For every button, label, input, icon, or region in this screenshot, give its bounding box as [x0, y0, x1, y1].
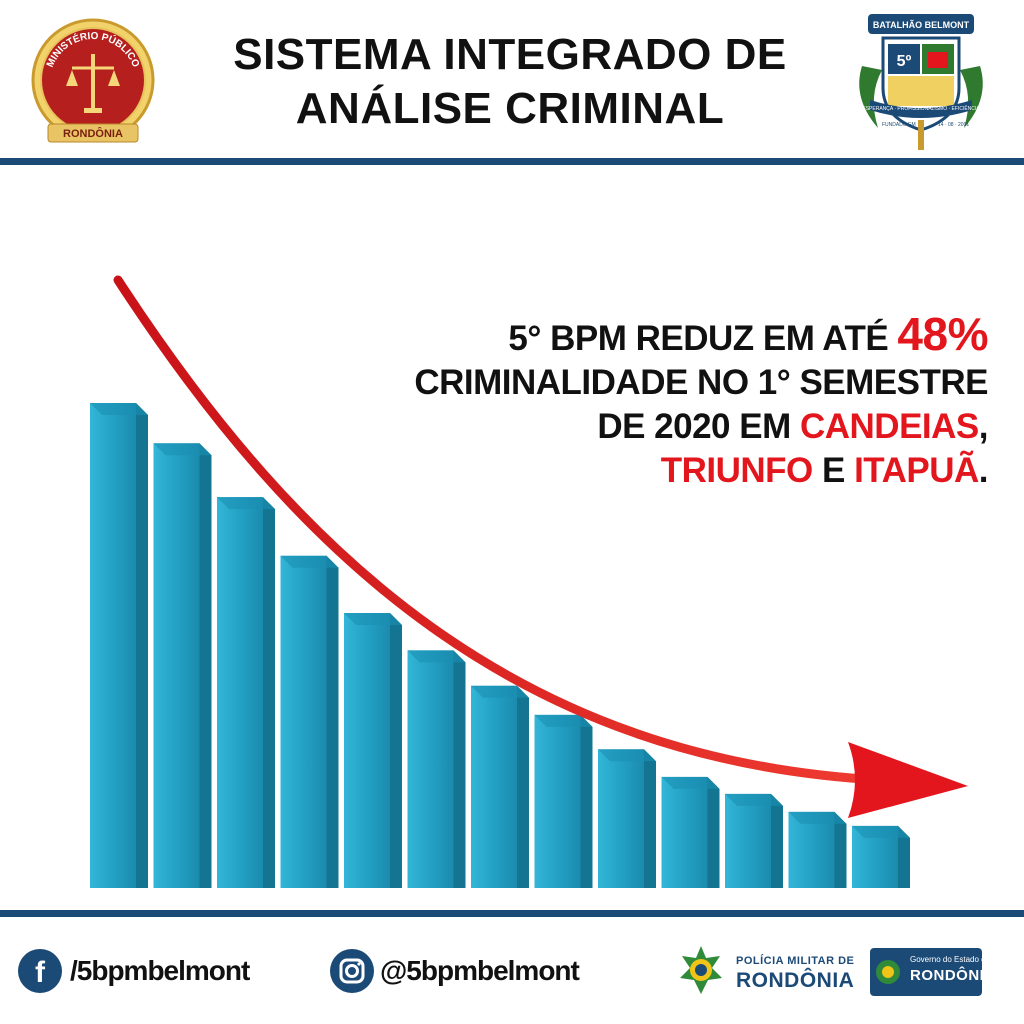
headline-line-2: CRIMINALIDADE NO 1° SEMESTRE	[414, 363, 988, 402]
governo-emblem-icon	[876, 960, 900, 984]
bar-8-side	[580, 714, 593, 888]
headline-line-4: TRIUNFO E ITAPUÃ.	[660, 451, 989, 490]
facebook-icon[interactable]: f	[18, 949, 62, 993]
bar-5-side	[390, 613, 402, 888]
pm-small-text: POLÍCIA MILITAR DE	[736, 955, 855, 967]
bar-10-top	[661, 776, 720, 789]
bar-11-top	[725, 793, 783, 806]
bar-9	[598, 749, 644, 888]
bar-10	[661, 776, 708, 888]
bar-4	[280, 555, 327, 888]
seal-right-founded-label: FUNDADO EM	[882, 122, 916, 128]
governo-rondonia-logo	[870, 948, 982, 996]
bar-12-top	[788, 811, 847, 824]
bar-1	[90, 403, 136, 888]
bar-3	[217, 497, 263, 888]
bar-10-side	[707, 776, 720, 888]
bar-7-side	[517, 685, 529, 888]
seal-right-motto: ESPERANÇA · PROFISSIONALISMO · EFICIÊNCI…	[862, 104, 980, 112]
headline-city-triunfo: TRIUNFO	[660, 451, 814, 490]
seal-left-banner: RONDÔNIA	[63, 127, 123, 140]
bar-8	[534, 714, 581, 888]
ministerio-publico-seal: MINISTÉRIO PÚBLICO RONDÔNIA	[31, 18, 155, 143]
bar-2	[153, 443, 200, 888]
seal-right-top-banner: BATALHÃO BELMONT	[873, 20, 970, 30]
bar-4-top	[280, 555, 339, 568]
bar-13-side	[898, 825, 910, 888]
headline-line-1: 5° BPM REDUZ EM ATÉ 48%	[508, 308, 988, 360]
header	[0, 0, 1024, 158]
policia-militar-label: POLÍCIA MILITAR DE RONDÔNIA	[736, 955, 854, 993]
gov-small-text: Governo do Estado de	[910, 955, 991, 964]
bar-12-side	[834, 811, 847, 888]
headline: 5° BPM REDUZ EM ATÉ 48% CRIMINALIDADE NO…	[414, 308, 989, 493]
bar-2-top	[153, 443, 212, 456]
footer-divider	[0, 910, 1024, 917]
bar-3-top	[217, 497, 275, 510]
instagram-icon[interactable]	[330, 949, 374, 993]
bar-7-top	[471, 685, 529, 698]
bar-3-side	[263, 497, 275, 888]
facebook-handle[interactable]: /5bpmbelmont	[70, 955, 250, 986]
batalhao-belmont-seal: BATALHÃO BELMONT 5º ESPERANÇA · PROFISSI…	[859, 14, 983, 150]
bar-7	[471, 685, 517, 888]
seal-right-number: 5º	[897, 53, 912, 70]
bar-11-side	[771, 793, 783, 888]
gov-large-text: RONDÔNIA	[910, 967, 996, 984]
page-title: SISTEMA INTEGRADO DE ANÁLISE CRIMINAL	[170, 28, 850, 136]
declining-bars-graphic	[90, 275, 968, 888]
headline-percent: 48%	[897, 308, 988, 360]
headline-line-3: DE 2020 EM CANDEIAS,	[597, 407, 988, 446]
bars-group	[90, 403, 910, 888]
bar-9-side	[644, 749, 656, 888]
bar-12	[788, 811, 835, 888]
bar-9-top	[598, 749, 656, 762]
bar-6	[407, 650, 454, 888]
title-line-2: ANÁLISE CRIMINAL	[295, 84, 725, 133]
bar-13-top	[852, 825, 910, 838]
bar-6-side	[453, 650, 466, 888]
bar-1-top	[90, 403, 148, 415]
header-divider	[0, 158, 1024, 165]
bar-1-side	[136, 403, 148, 888]
bar-6-top	[407, 650, 466, 663]
policia-militar-emblem-icon	[680, 946, 722, 994]
bar-8-top	[534, 714, 593, 727]
bar-4-side	[326, 555, 339, 888]
decline-arrow-shaft	[113, 275, 885, 785]
bar-11	[725, 793, 771, 888]
seal-right-founded-date: 14 · 08 · 2001	[938, 122, 969, 128]
bar-2-side	[199, 443, 212, 888]
bar-5	[344, 613, 390, 888]
instagram-handle[interactable]: @5bpmbelmont	[380, 955, 580, 986]
title-line-1: SISTEMA INTEGRADO DE	[233, 30, 787, 79]
headline-city-itapua: ITAPUÃ	[854, 451, 979, 490]
decline-arrowhead	[848, 742, 968, 818]
bar-5-top	[344, 613, 402, 626]
headline-city-candeias: CANDEIAS	[799, 407, 979, 446]
pm-large-text: RONDÔNIA	[736, 969, 855, 992]
